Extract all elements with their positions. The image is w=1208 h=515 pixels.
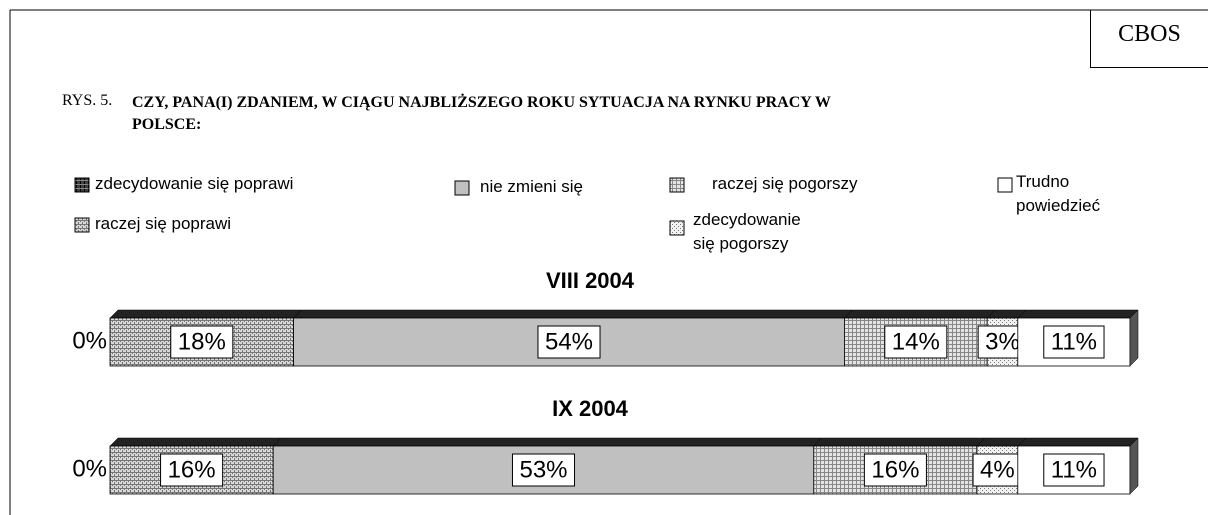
bar-top <box>292 309 854 319</box>
data-label: 11% <box>1051 456 1097 483</box>
legend-label: zdecydowanie się pogorszy <box>693 210 801 253</box>
bar-top <box>843 309 996 319</box>
legend-swatch <box>74 177 90 193</box>
figure-label: RYS. 5. <box>62 92 113 109</box>
data-label-box <box>1043 453 1105 487</box>
category-label: VIII 2004 <box>546 268 635 293</box>
data-label: 3% <box>985 328 1020 355</box>
legend-label: raczej się pogorszy <box>712 174 858 193</box>
data-label-box <box>170 325 234 359</box>
data-label: 11% <box>1051 328 1097 355</box>
category-label: IX 2004 <box>552 396 629 421</box>
data-label-box <box>884 325 948 359</box>
data-label-box <box>972 453 1023 487</box>
legend-label: Trudno powiedzieć <box>1016 172 1101 215</box>
legend-swatch <box>454 180 470 196</box>
data-label-box <box>511 453 576 487</box>
legend-swatch <box>669 220 685 236</box>
data-label: 0% <box>72 455 107 482</box>
data-label: 0% <box>72 327 107 354</box>
bar-top <box>109 437 282 447</box>
legend-swatch <box>74 217 90 233</box>
data-label-box <box>1043 325 1105 359</box>
data-label: 53% <box>519 456 567 483</box>
legend-label: nie zmieni się <box>480 177 583 196</box>
data-label: 18% <box>178 328 226 355</box>
data-label: 54% <box>545 328 593 355</box>
legend-label: zdecydowanie się poprawi <box>95 174 294 193</box>
bar-side <box>1129 437 1139 495</box>
bar-top <box>109 309 303 319</box>
bar-top <box>813 437 986 447</box>
bar-top <box>1017 437 1139 447</box>
legend-swatch <box>669 177 685 193</box>
bar-top <box>272 437 823 447</box>
data-label: 16% <box>871 456 919 483</box>
data-label-box <box>160 453 224 487</box>
data-label-box <box>863 453 927 487</box>
data-label: 4% <box>980 456 1015 483</box>
bar-top <box>1017 309 1139 319</box>
chart-title: CZY, PANA(I) ZDANIEM, W CIĄGU NAJBLIŻSZE… <box>132 94 831 133</box>
data-label-box <box>537 325 601 359</box>
data-label: 16% <box>168 456 216 483</box>
legend-label: raczej się poprawi <box>95 214 232 233</box>
bar-top <box>976 437 1027 447</box>
bar-side <box>1129 309 1139 367</box>
data-label: 14% <box>892 328 940 355</box>
source: CBOS <box>1090 10 1208 68</box>
legend-swatch <box>997 177 1013 193</box>
